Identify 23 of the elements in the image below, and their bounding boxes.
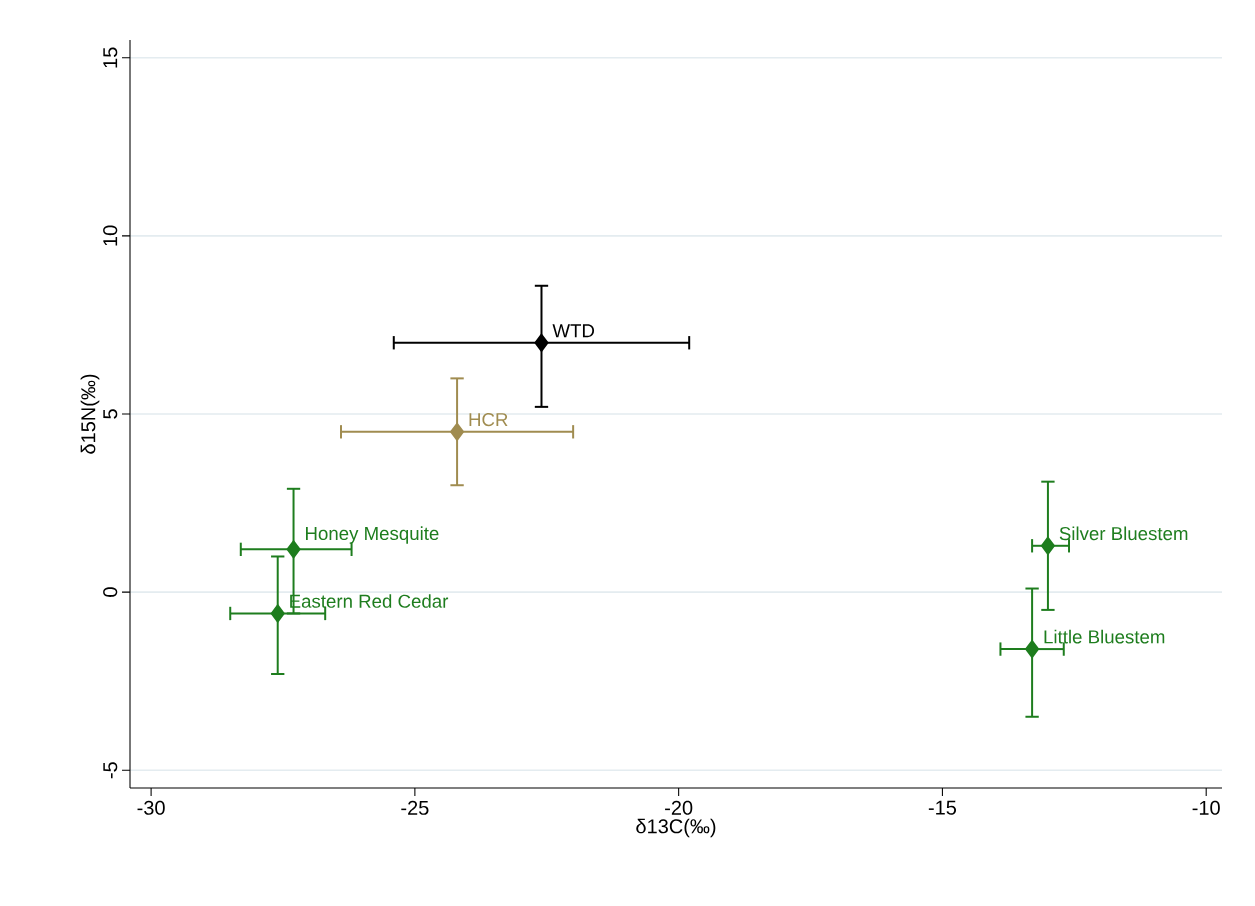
point [270, 604, 285, 623]
series-label: Little Bluestem [1044, 629, 1165, 644]
series-label: Honey Mesquite [306, 526, 439, 544]
point [1040, 536, 1055, 555]
series-label: WTD [552, 324, 595, 338]
y-tick-label: 15 [103, 47, 118, 68]
y-axis-title: δ15N(‰) [80, 374, 100, 454]
y-tick-label: 0 [103, 587, 118, 597]
point [286, 540, 301, 559]
x-tick-label: -20 [665, 800, 693, 815]
x-tick-label: -15 [928, 800, 957, 815]
point [1025, 640, 1040, 659]
point [450, 422, 465, 441]
y-tick-label: 5 [103, 409, 118, 419]
x-axis-title: δ13C(‰) [636, 818, 716, 838]
x-tick-label: -10 [1192, 800, 1220, 815]
y-tick-label: 10 [103, 225, 118, 246]
series-label: HCR [469, 412, 508, 427]
x-tick-label: -30 [137, 800, 165, 815]
y-tick-label: -5 [103, 762, 118, 779]
x-tick-label: -25 [401, 800, 429, 815]
series-label: Silver Bluestem [1059, 526, 1188, 541]
point [534, 333, 549, 352]
